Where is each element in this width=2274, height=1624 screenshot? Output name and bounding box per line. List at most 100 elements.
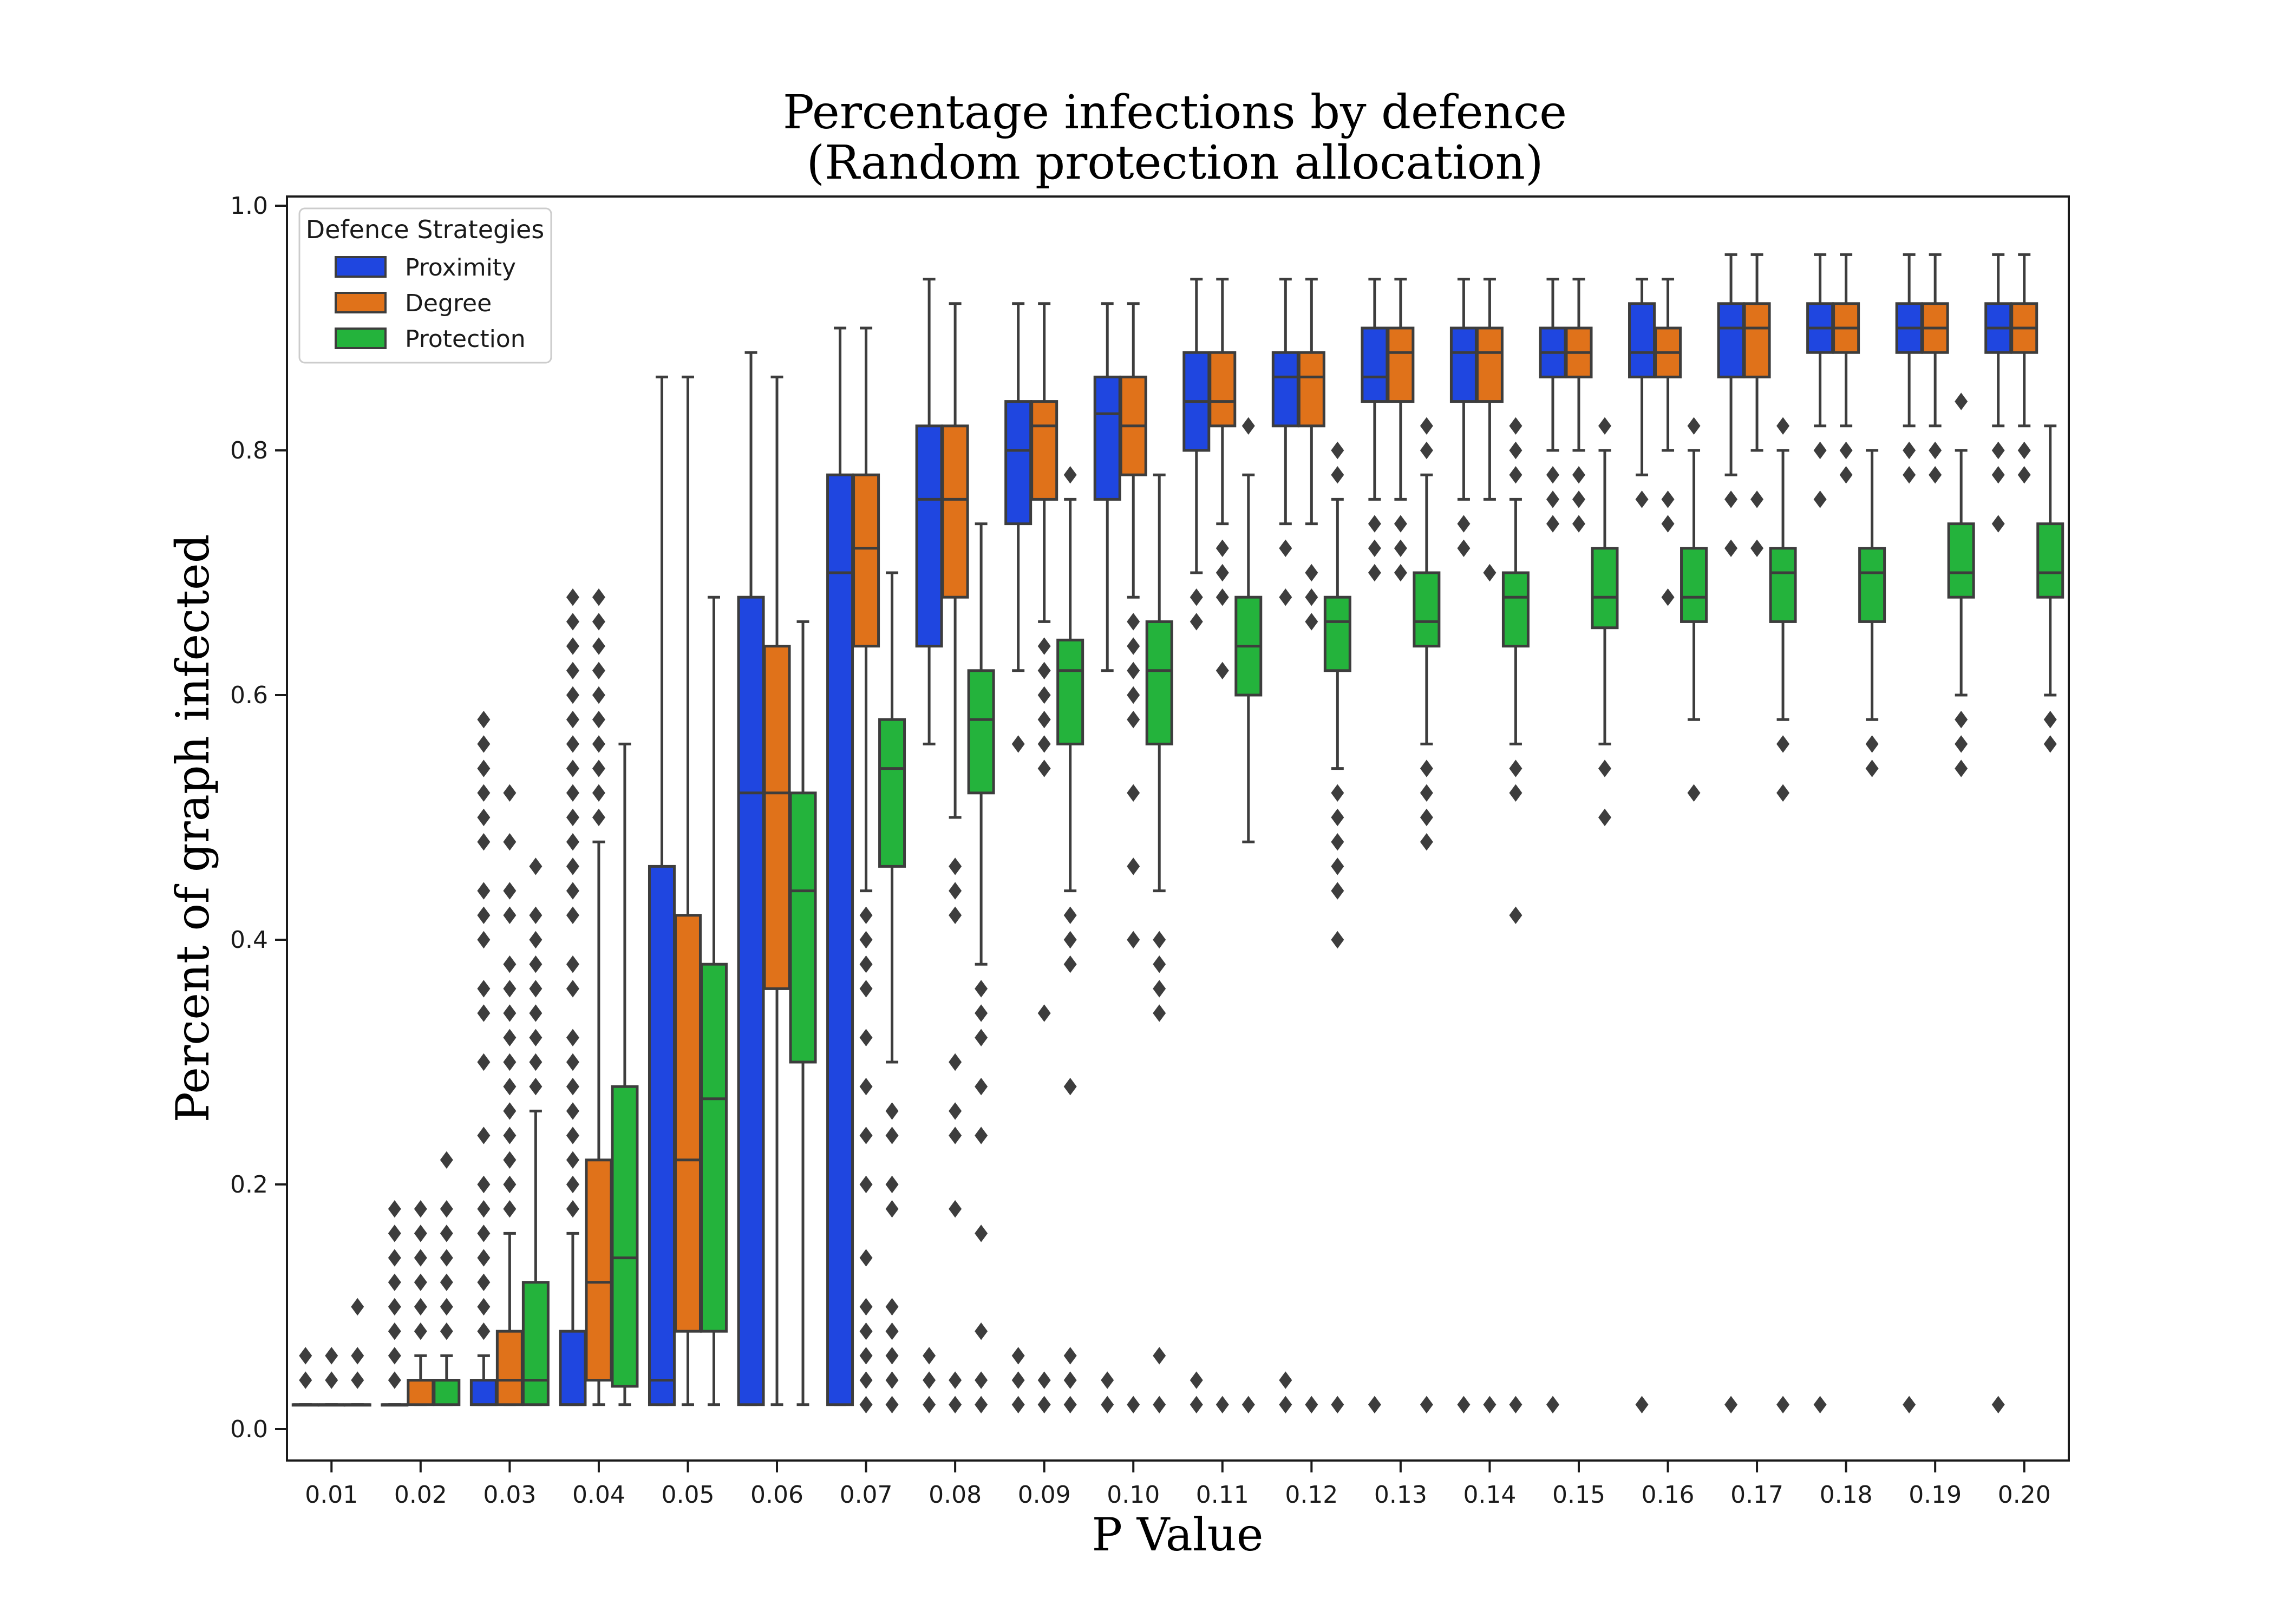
outlier-point (477, 1273, 491, 1291)
box-proximity (1271, 351, 1299, 428)
outlier-point (529, 931, 543, 949)
outlier-point (949, 1127, 962, 1144)
x-tick-label: 0.05 (661, 1481, 714, 1509)
box-group (674, 375, 702, 1406)
box-protection (1858, 547, 1886, 623)
outlier-point (1331, 931, 1344, 949)
outlier-point (592, 686, 605, 704)
outlier-point (1305, 564, 1318, 582)
legend-swatch-proximity (335, 256, 387, 278)
box-degree (1297, 351, 1325, 428)
x-tick-label: 0.13 (1374, 1481, 1427, 1509)
legend-swatch-degree (335, 292, 387, 313)
outlier-point (592, 613, 605, 631)
outlier-point (414, 1200, 427, 1218)
x-tick-label: 0.10 (1107, 1481, 1160, 1509)
box-group (1591, 417, 1619, 827)
legend-label-proximity: Proximity (405, 254, 516, 281)
outlier-point (1903, 466, 1916, 484)
box-group (648, 375, 676, 1406)
legend-swatch-protection (335, 328, 387, 349)
outlier-point (1598, 808, 1611, 827)
box-protection (1501, 571, 1530, 648)
outlier-point (859, 1298, 873, 1316)
box-group (1628, 278, 1656, 1413)
box-proximity (1628, 302, 1656, 378)
outlier-point (1661, 490, 1675, 508)
outlier-point (1903, 1396, 1916, 1413)
outlier-point (388, 1298, 401, 1316)
outlier-point (1687, 784, 1701, 802)
outlier-point (440, 1322, 453, 1340)
outlier-point (1509, 906, 1522, 924)
outlier-point (1153, 1347, 1166, 1365)
box-group (1947, 392, 1975, 777)
outlier-point (440, 1249, 453, 1267)
outlier-point (351, 1298, 364, 1316)
outlier-point (975, 1078, 988, 1096)
outlier-point (1929, 441, 1942, 460)
x-tick-label: 0.16 (1642, 1481, 1695, 1509)
outlier-point (566, 833, 579, 851)
outlier-point (1190, 1396, 1203, 1413)
outlier-point (503, 1127, 517, 1144)
outlier-point (1037, 686, 1051, 704)
box-degree (763, 645, 791, 990)
outlier-point (325, 1371, 338, 1389)
box-group (763, 375, 791, 1406)
box-group (967, 522, 995, 1413)
outlier-point (1661, 588, 1675, 606)
box-degree (1208, 351, 1237, 428)
outlier-point (592, 588, 605, 606)
box-group (1475, 278, 1504, 1413)
outlier-point (477, 1127, 491, 1144)
box-protection (967, 669, 995, 795)
box-degree (495, 1330, 524, 1406)
outlier-point (1279, 1396, 1292, 1413)
outlier-point (1037, 759, 1051, 777)
outlier-point (566, 955, 579, 973)
y-tick-label: 1.0 (230, 192, 268, 220)
outlier-point (1063, 1078, 1077, 1096)
box-group (2036, 424, 2064, 753)
box-group (826, 326, 854, 1406)
box-proximity (559, 1330, 587, 1406)
outlier-point (566, 588, 579, 606)
outlier-point (566, 662, 579, 679)
outlier-point (1955, 735, 1968, 753)
outlier-point (1839, 441, 1853, 460)
outlier-point (1279, 588, 1292, 606)
outlier-point (592, 784, 605, 802)
outlier-point (1955, 392, 1968, 410)
outlier-point (885, 1347, 899, 1365)
box-proximity (1717, 302, 1745, 378)
outlier-point (477, 980, 491, 998)
outlier-point (1279, 1371, 1292, 1389)
box-protection (2036, 522, 2064, 599)
outlier-point (325, 1347, 338, 1365)
outlier-point (440, 1200, 453, 1218)
outlier-point (1546, 490, 1559, 508)
outlier-point (885, 1396, 899, 1413)
outlier-point (440, 1273, 453, 1291)
outlier-point (592, 808, 605, 827)
x-tick-label: 0.08 (929, 1481, 982, 1509)
outlier-point (859, 1396, 873, 1413)
y-tick-label: 0.4 (230, 926, 268, 954)
outlier-point (503, 833, 517, 851)
outlier-point (859, 906, 873, 924)
outlier-point (1598, 759, 1611, 777)
outlier-point (923, 1347, 936, 1365)
outlier-point (1037, 735, 1051, 753)
outlier-point (566, 1078, 579, 1096)
box-degree (585, 1158, 613, 1382)
outlier-point (1127, 662, 1140, 679)
outlier-point (529, 857, 543, 875)
outlier-point (299, 1371, 312, 1389)
outlier-point (923, 1371, 936, 1389)
outlier-point (1011, 1396, 1025, 1413)
outlier-point (477, 1200, 491, 1218)
box-group (1680, 417, 1708, 802)
outlier-point (885, 1371, 899, 1389)
